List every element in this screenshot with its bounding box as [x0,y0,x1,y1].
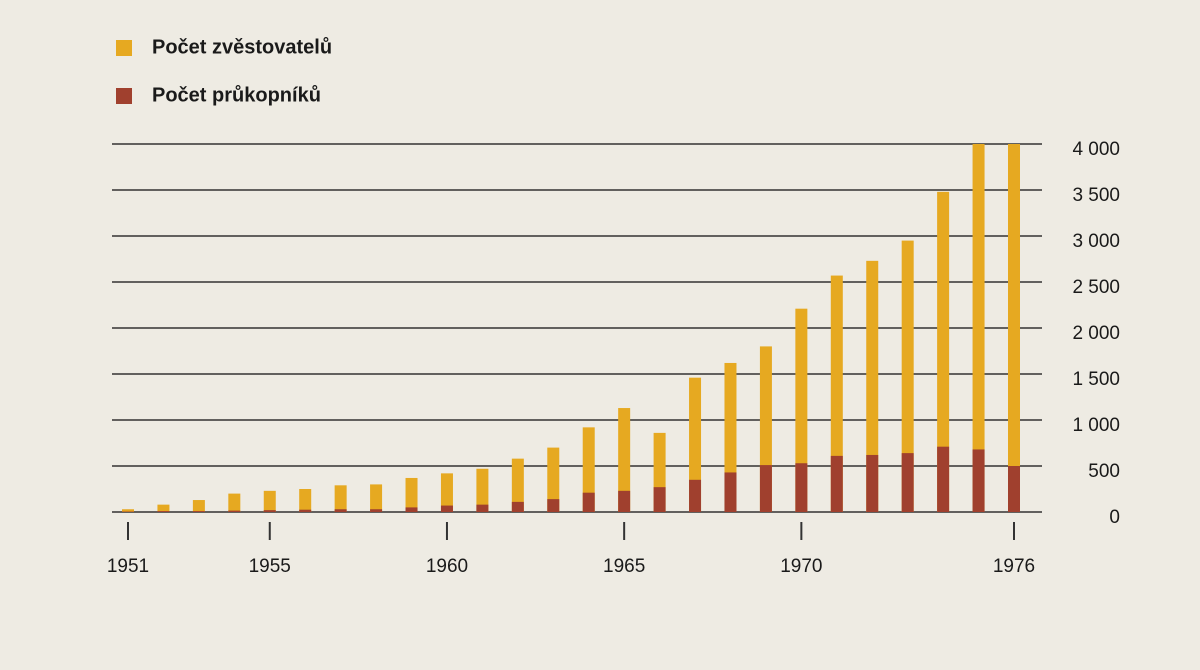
y-tick-label: 0 [1109,507,1120,528]
bar [299,509,312,512]
bar [405,477,418,512]
x-tick-label: 1960 [426,556,468,577]
bar [937,191,950,512]
x-tick-label: 1970 [780,556,822,577]
bar [157,511,170,512]
y-tick-label: 2 000 [1072,323,1120,344]
y-tick-label: 1 000 [1072,415,1120,436]
bar [830,455,843,512]
bar [1008,466,1020,512]
legend-swatch [116,88,132,104]
bar [440,473,453,512]
bar [759,465,772,512]
bar [582,427,595,512]
bar [618,408,631,512]
bar [405,507,418,512]
x-tick-label: 1965 [603,556,645,577]
y-tick-label: 4 000 [1072,139,1120,160]
bar [972,449,985,512]
bar [937,446,950,512]
bar [299,489,312,512]
legend-swatch [116,40,132,56]
y-tick-label: 500 [1088,461,1120,482]
bar [795,308,808,512]
x-tick-label: 1976 [993,556,1035,577]
x-tick-label: 1955 [249,556,291,577]
bar [192,511,205,512]
legend-label: Počet průkopníků [152,84,321,106]
bar [370,509,383,512]
y-tick-label: 3 000 [1072,231,1120,252]
bar [370,484,383,512]
bar [795,463,808,512]
bar [901,453,914,512]
bar [547,499,560,512]
bar [263,510,276,512]
bar [1008,144,1020,512]
bar [334,509,347,512]
bar [511,501,524,512]
bar [263,490,276,512]
bar [122,509,134,512]
bar [689,479,702,512]
bar [724,472,737,512]
y-tick-label: 2 500 [1072,277,1120,298]
bar [192,500,205,512]
legend-label: Počet zvěstovatelů [152,36,332,58]
bar [334,485,347,512]
bar [972,144,985,512]
bar [476,504,489,512]
x-tick-label: 1951 [107,556,149,577]
bar [228,493,241,512]
bar [440,505,453,512]
bar [653,487,666,512]
bar [476,468,489,512]
bar [511,458,524,512]
bar [866,260,879,512]
y-tick-label: 1 500 [1072,369,1120,390]
bar [689,377,702,512]
bar [228,510,241,512]
bar [618,490,631,512]
bar [157,504,170,512]
bar [830,275,843,512]
bar [901,240,914,512]
bar [866,454,879,512]
bar [547,447,560,512]
y-tick-label: 3 500 [1072,185,1120,206]
bar [582,492,595,512]
